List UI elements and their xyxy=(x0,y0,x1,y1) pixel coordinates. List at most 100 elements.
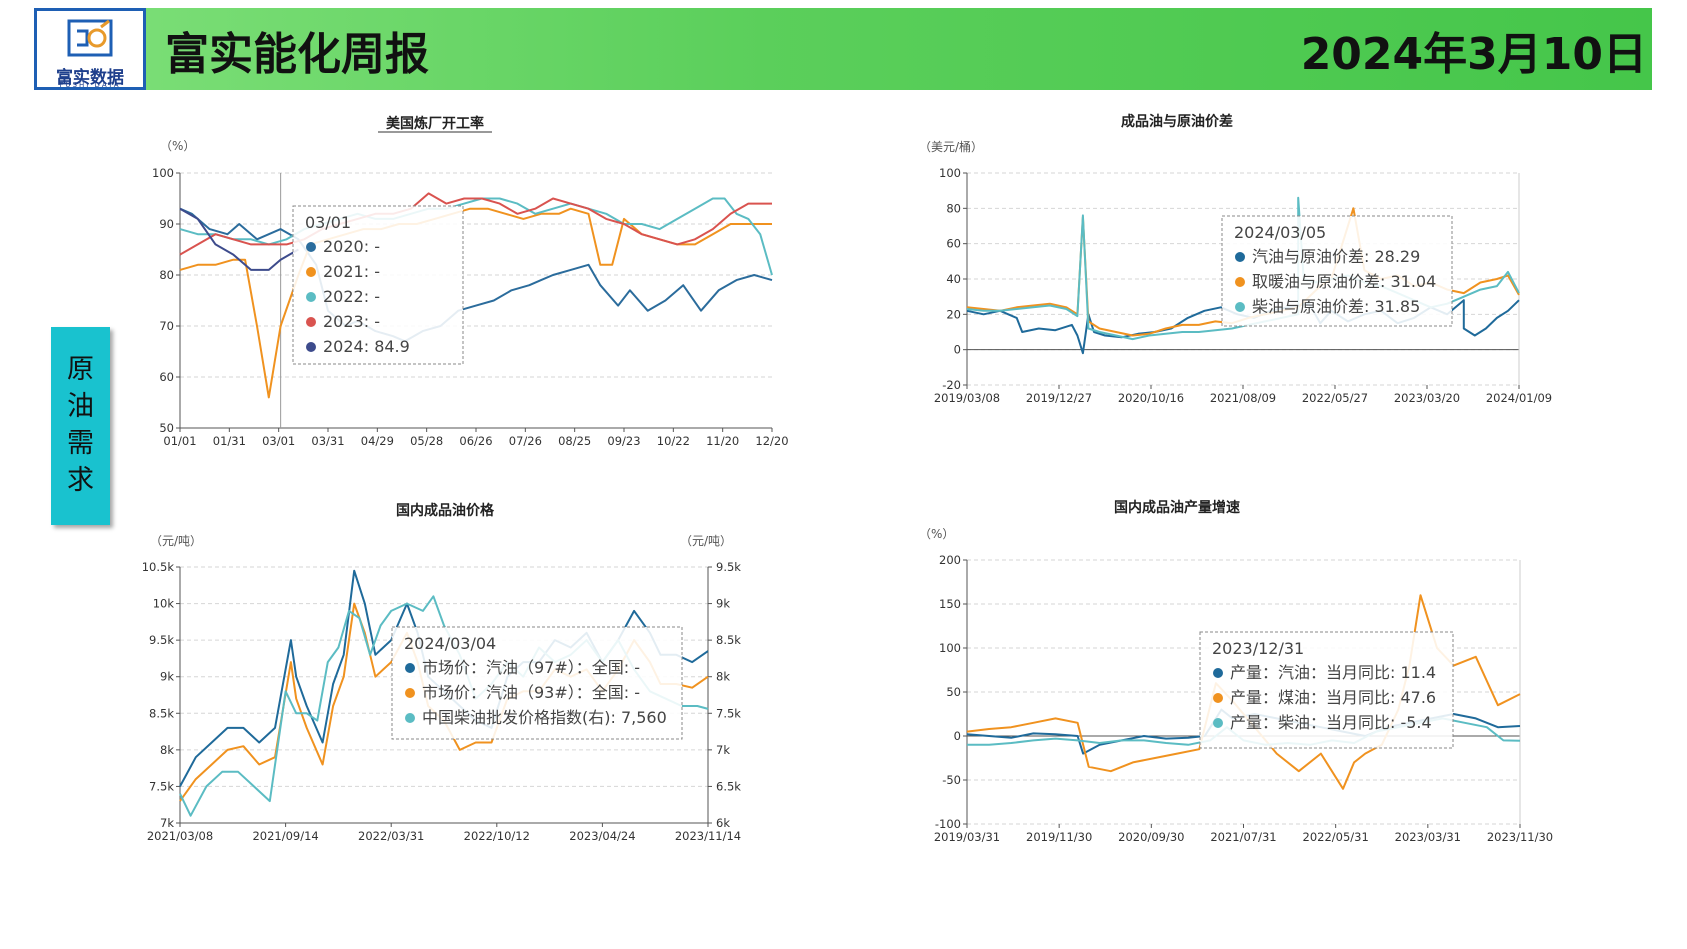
logo-subtext: FUSHI DATA xyxy=(59,81,121,89)
y-tick-label: 60 xyxy=(159,370,174,384)
tooltip-title: 2024/03/05 xyxy=(1234,223,1326,242)
y-tick-label: 10.5k xyxy=(142,560,175,574)
tooltip-title: 2023/12/31 xyxy=(1212,639,1304,658)
chart-title: 国内成品油价格 xyxy=(396,502,495,519)
x-tick-label: 06/26 xyxy=(459,434,492,448)
x-tick-label: 2022/10/12 xyxy=(464,829,530,843)
tooltip-row: 市场价：汽油（93#）：全国: - xyxy=(422,683,640,702)
x-tick-label: 2021/07/31 xyxy=(1210,830,1276,844)
y-tick-label: 100 xyxy=(152,166,174,180)
x-tick-label: 08/25 xyxy=(558,434,591,448)
y-tick-label-right: 8.5k xyxy=(716,633,741,647)
x-tick-label: 2019/12/27 xyxy=(1026,391,1092,405)
tooltip-marker xyxy=(1213,693,1223,703)
y-tick-label: 80 xyxy=(159,268,174,282)
x-tick-label: 2019/11/30 xyxy=(1026,830,1092,844)
tooltip-row: 中国柴油批发价格指数(右): 7,560 xyxy=(422,708,667,727)
y-tick-label: 9k xyxy=(160,670,174,684)
x-tick-label: 09/23 xyxy=(607,434,640,448)
tooltip-title: 2024/03/04 xyxy=(404,634,496,653)
y-tick-label-right: 9k xyxy=(716,597,730,611)
x-tick-label: 2023/11/30 xyxy=(1487,830,1553,844)
logo-text: 富实数据 xyxy=(56,68,124,88)
y-axis-unit-left: （元/吨） xyxy=(150,534,202,548)
y-tick-label: 8k xyxy=(160,743,174,757)
x-tick-label: 2022/05/27 xyxy=(1302,391,1368,405)
tooltip-marker xyxy=(306,242,316,252)
x-tick-label: 2019/03/08 xyxy=(934,391,1000,405)
tooltip-row: 市场价：汽油（97#）：全国: - xyxy=(422,658,640,677)
y-tick-label: 0 xyxy=(954,729,961,743)
x-tick-label: 2020/10/16 xyxy=(1118,391,1184,405)
series-line xyxy=(179,207,299,271)
x-tick-label: 12/20 xyxy=(755,434,788,448)
page-title: 富实能化周报 xyxy=(165,29,429,80)
tooltip-row: 产量：柴油：当月同比: -5.4 xyxy=(1230,713,1432,732)
x-tick-label: 10/22 xyxy=(657,434,690,448)
y-axis-unit: （%） xyxy=(160,139,195,153)
y-tick-label: -20 xyxy=(942,378,961,392)
x-tick-label: 2023/03/31 xyxy=(1395,830,1461,844)
tooltip-row: 产量：煤油：当月同比: 47.6 xyxy=(1230,688,1436,707)
x-tick-label: 07/26 xyxy=(509,434,542,448)
x-tick-label: 01/01 xyxy=(163,434,196,448)
y-tick-label: 60 xyxy=(946,237,961,251)
tooltip-box xyxy=(1199,631,1454,749)
chart-title: 美国炼厂开工率 xyxy=(386,115,484,132)
y-tick-label-right: 8k xyxy=(716,670,730,684)
x-tick-label: 2021/03/08 xyxy=(147,829,213,843)
tooltip-row: 2023: - xyxy=(323,312,380,331)
x-tick-label: 04/29 xyxy=(361,434,394,448)
tooltip-title: 03/01 xyxy=(305,213,351,232)
logo-mark-icon xyxy=(67,19,113,57)
series-line xyxy=(179,207,773,343)
y-tick-label-right: 7k xyxy=(716,743,730,757)
y-tick-label: 80 xyxy=(946,201,961,215)
y-tick-label: 40 xyxy=(946,272,961,286)
tooltip-row: 2024: 84.9 xyxy=(323,337,410,356)
x-tick-label: 2022/03/31 xyxy=(358,829,424,843)
tooltip-marker xyxy=(405,663,415,673)
y-tick-label: 70 xyxy=(159,319,174,333)
y-tick-label: 100 xyxy=(939,641,961,655)
tooltip-row: 2021: - xyxy=(323,262,380,281)
section-label: 原油需求 xyxy=(51,327,110,525)
y-tick-label-right: 6k xyxy=(716,816,730,830)
tooltip-marker xyxy=(405,713,415,723)
y-tick-label: 0 xyxy=(954,343,961,357)
y-tick-label: 50 xyxy=(946,685,961,699)
tooltip-marker xyxy=(306,317,316,327)
tooltip-marker xyxy=(1235,277,1245,287)
y-tick-label: 20 xyxy=(946,307,961,321)
x-tick-label: 11/20 xyxy=(706,434,739,448)
tooltip-marker xyxy=(1213,718,1223,728)
tooltip-row: 取暖油与原油价差: 31.04 xyxy=(1252,272,1436,291)
y-tick-label: 10k xyxy=(153,597,175,611)
tooltip-marker xyxy=(306,342,316,352)
y-tick-label: 50 xyxy=(159,421,174,435)
x-tick-label: 03/01 xyxy=(262,434,295,448)
chart-title: 国内成品油产量增速 xyxy=(1114,499,1240,516)
tooltip-marker xyxy=(1213,668,1223,678)
y-axis-unit-right: （元/吨） xyxy=(680,534,732,548)
y-axis-unit: （美元/桶） xyxy=(919,139,983,154)
y-axis-unit: （%） xyxy=(919,527,954,541)
x-tick-label: 2024/01/09 xyxy=(1486,391,1552,405)
tooltip-marker xyxy=(306,267,316,277)
y-tick-label: 90 xyxy=(159,217,174,231)
chart-domestic-product-price: 国内成品油价格 （元/吨） （元/吨） 7k 7.5k 8k 8.5k 9k 9.5k 10k 10… xyxy=(142,502,742,843)
y-tick-label: 9.5k xyxy=(149,633,174,647)
y-tick-label: 200 xyxy=(939,553,961,567)
tooltip-marker xyxy=(405,688,415,698)
x-tick-label: 03/31 xyxy=(311,434,344,448)
tooltip-box xyxy=(391,626,683,740)
y-tick-label: 8.5k xyxy=(149,706,174,720)
x-tick-label: 01/31 xyxy=(213,434,246,448)
x-tick-label: 2022/05/31 xyxy=(1303,830,1369,844)
tooltip-marker xyxy=(1235,302,1245,312)
y-tick-label-right: 6.5k xyxy=(716,779,741,793)
y-tick-label: 100 xyxy=(939,166,961,180)
y-tick-label: -100 xyxy=(935,817,961,831)
chart-product-crude-spread: 成品油与原油价差 （美元/桶） -20 0 20 40 60 80 100 2019/03/08 2… xyxy=(919,113,1552,405)
series-line xyxy=(179,192,772,256)
